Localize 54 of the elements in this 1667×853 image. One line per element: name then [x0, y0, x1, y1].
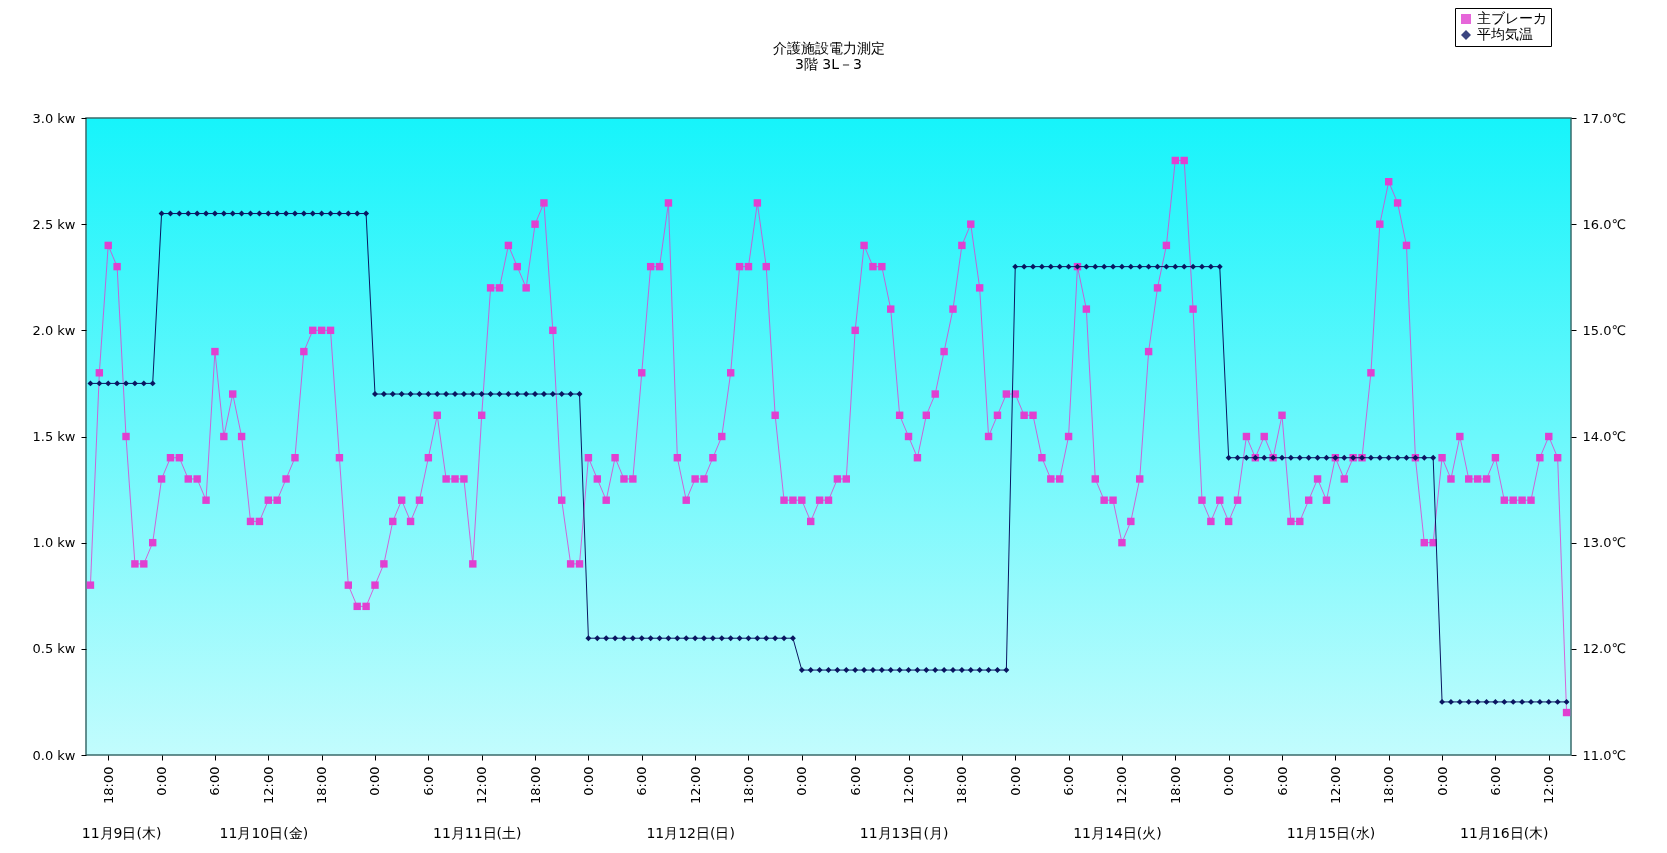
- text: 11月14日(火): [1073, 825, 1162, 841]
- text: 11月16日(木): [1460, 825, 1549, 841]
- y-tick-label: 1.0 kw: [32, 535, 76, 551]
- legend-label: 平均気温: [1477, 26, 1533, 42]
- y2-tick-label: 16.0℃: [1582, 216, 1627, 232]
- y2-tick-label: 13.0℃: [1582, 535, 1627, 551]
- x-tick-label: 6:00: [634, 766, 650, 796]
- y-tick-label: 2.5 kw: [32, 216, 76, 232]
- text: 11月10日(金): [219, 825, 309, 841]
- x-tick-label: 18:00: [1167, 766, 1183, 804]
- x-tick-label: 0:00: [580, 766, 596, 796]
- x-tick-label: 12:00: [260, 766, 276, 804]
- x-tick-label: 18:00: [100, 766, 116, 804]
- x-tick-label: 18:00: [740, 766, 756, 804]
- x-tick-label: 12:00: [687, 766, 703, 804]
- x-tick-label: 12:00: [474, 766, 490, 804]
- y2-tick-label: 14.0℃: [1582, 429, 1627, 444]
- x-tick-label: 6:00: [207, 766, 223, 796]
- x-tick-label: 12:00: [901, 766, 917, 804]
- x-tick-label: 0:00: [154, 766, 170, 796]
- y2-tick-label: 12.0℃: [1582, 641, 1627, 657]
- x-tick-label: 0:00: [1221, 766, 1237, 796]
- x-tick-label: 0:00: [1007, 766, 1023, 796]
- y-tick-label: 3.0 kw: [32, 110, 76, 126]
- x-tick-label: 0:00: [367, 766, 383, 796]
- legend-label: 主ブレーカ: [1477, 10, 1547, 26]
- y-tick-label: 0.0 kw: [32, 747, 76, 763]
- x-tick-label: 12:00: [1541, 766, 1557, 804]
- y2-tick-label: 17.0℃: [1582, 110, 1627, 126]
- x-tick-label: 0:00: [1434, 766, 1450, 796]
- y2-tick-label: 15.0℃: [1582, 322, 1627, 338]
- text: 11月9日(木): [81, 825, 162, 841]
- x-tick-label: 6:00: [1061, 766, 1077, 796]
- chart-subtitle: 3階 3L－3: [795, 55, 862, 72]
- y2-tick-label: 11.0℃: [1582, 747, 1627, 763]
- text: 11月12日(日): [646, 825, 735, 841]
- x-tick-label: 6:00: [847, 766, 863, 796]
- x-tick-label: 0:00: [794, 766, 810, 796]
- x-tick-label: 18:00: [1381, 766, 1397, 804]
- y-tick-label: 0.5 kw: [32, 641, 76, 657]
- x-tick-label: 12:00: [1114, 766, 1130, 804]
- x-tick-label: 6:00: [420, 766, 436, 796]
- x-tick-label: 12:00: [1327, 766, 1343, 804]
- y-tick-label: 2.0 kw: [32, 322, 76, 338]
- y-tick-label: 1.5 kw: [32, 429, 76, 444]
- text: 11月11日(土): [432, 825, 522, 841]
- x-tick-label: 6:00: [1274, 766, 1290, 796]
- text: 11月13日(月): [859, 825, 949, 841]
- x-tick-label: 6:00: [1487, 766, 1503, 796]
- chart-title: 介護施設電力測定: [772, 39, 885, 56]
- x-tick-label: 18:00: [314, 766, 330, 804]
- x-tick-label: 18:00: [954, 766, 970, 804]
- text: 11月15日(水): [1286, 825, 1376, 841]
- x-tick-label: 18:00: [527, 766, 543, 804]
